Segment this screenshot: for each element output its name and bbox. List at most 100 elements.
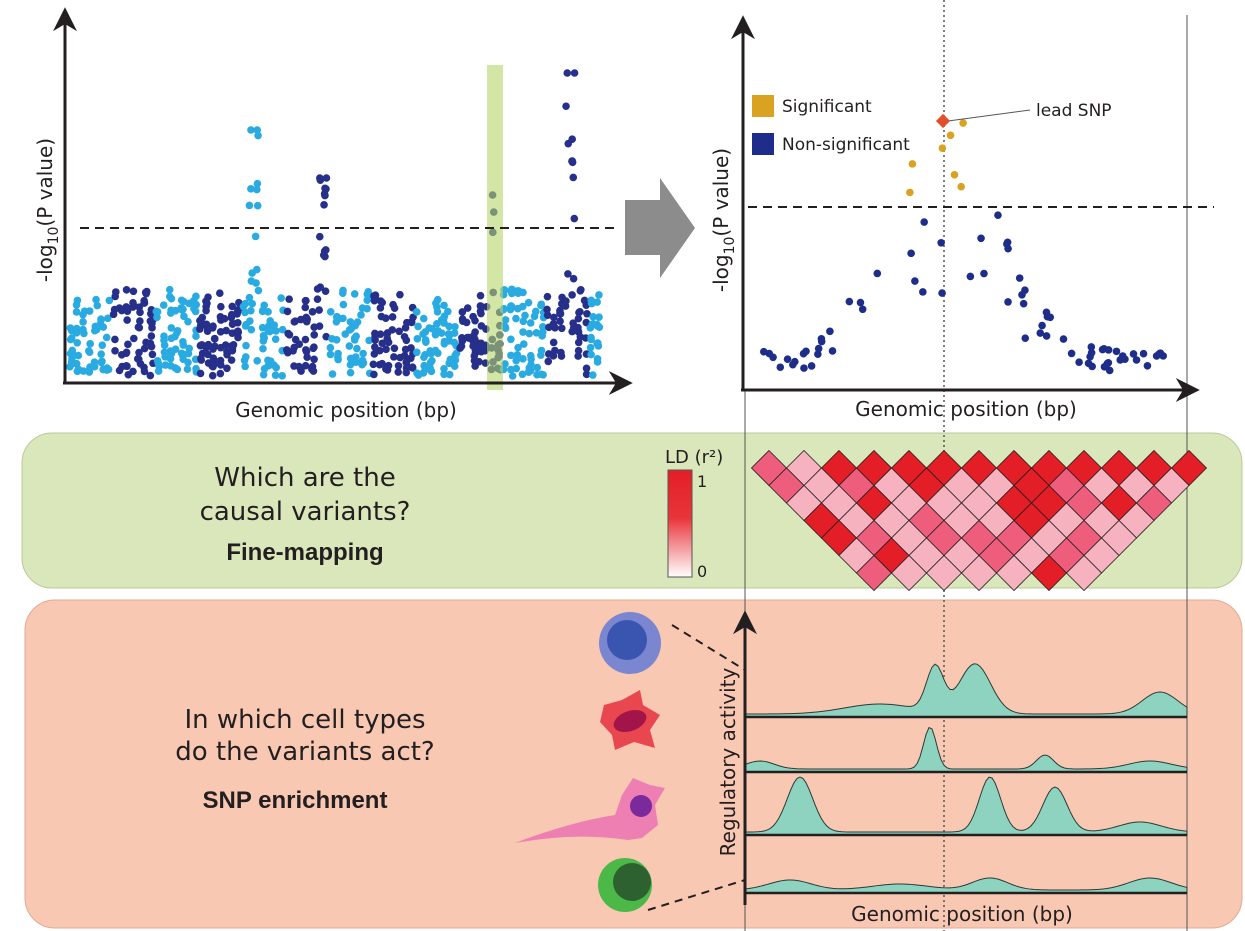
snp-dot bbox=[519, 340, 528, 348]
snp-dot bbox=[123, 362, 131, 371]
snp-dot bbox=[220, 314, 229, 323]
snp-dot bbox=[569, 274, 578, 283]
snp-dot bbox=[160, 341, 169, 350]
snp-dot bbox=[303, 353, 311, 361]
snp-dot bbox=[776, 363, 785, 372]
snp-dot bbox=[450, 362, 459, 371]
snp-dot bbox=[123, 316, 131, 324]
snp-dot bbox=[413, 348, 421, 357]
snp-dot bbox=[994, 211, 1002, 219]
snp-dot bbox=[301, 303, 310, 312]
ld-scale-max: 1 bbox=[697, 472, 707, 491]
snp-dot bbox=[587, 335, 595, 344]
snp-dot bbox=[251, 232, 260, 241]
snp-dot bbox=[313, 295, 322, 303]
snp-dot bbox=[245, 201, 254, 210]
snp-dot bbox=[326, 350, 335, 359]
snp-dot bbox=[140, 367, 149, 376]
snp-dot bbox=[320, 201, 328, 209]
snp-dot bbox=[79, 325, 87, 334]
snp-dot bbox=[802, 347, 810, 356]
snp-dot bbox=[938, 144, 947, 152]
snp-dot bbox=[134, 323, 143, 331]
snp-dot bbox=[1021, 334, 1030, 343]
snp-dot bbox=[295, 340, 304, 348]
ld-cell bbox=[1030, 554, 1068, 592]
snp-dot bbox=[421, 336, 430, 344]
snp-dot bbox=[147, 332, 156, 340]
snp-dot bbox=[525, 364, 534, 372]
snp-dot bbox=[444, 307, 452, 316]
snp-dot bbox=[247, 306, 255, 315]
snp-dot bbox=[346, 368, 355, 377]
snp-dot bbox=[111, 335, 119, 344]
question: Which are the bbox=[214, 463, 395, 493]
snp-dot bbox=[111, 347, 119, 355]
snp-dot bbox=[594, 339, 602, 347]
snp-dot bbox=[104, 314, 112, 323]
snp-dot bbox=[85, 368, 94, 376]
snp-dot bbox=[519, 288, 527, 297]
snp-dot bbox=[253, 201, 262, 210]
snp-dot bbox=[1036, 329, 1045, 337]
snp-dot bbox=[402, 336, 411, 345]
snp-dot bbox=[873, 269, 882, 278]
snp-dot bbox=[518, 370, 527, 379]
highlight-region bbox=[487, 65, 503, 390]
snp-dot bbox=[388, 313, 397, 321]
snp-dot bbox=[395, 327, 403, 336]
snp-dot bbox=[814, 344, 823, 353]
snp-dot bbox=[79, 367, 88, 375]
snp-dot bbox=[396, 290, 404, 299]
snp-dot bbox=[165, 285, 174, 294]
legend-label: Significant bbox=[782, 97, 872, 117]
snp-dot bbox=[445, 370, 454, 379]
snp-dot bbox=[365, 336, 373, 345]
snp-dot bbox=[519, 317, 528, 326]
snp-dot bbox=[595, 291, 603, 299]
snp-dot bbox=[525, 329, 534, 338]
question: do the variants act? bbox=[175, 737, 434, 767]
snp-dot bbox=[241, 353, 250, 361]
snp-dot bbox=[179, 337, 187, 346]
regulatory-tracks bbox=[745, 663, 1188, 895]
snp-dot bbox=[507, 335, 515, 344]
snp-dot bbox=[800, 364, 808, 372]
snp-dot bbox=[285, 295, 293, 303]
ld-heatmap bbox=[750, 449, 1208, 592]
snp-dot bbox=[445, 322, 454, 331]
snp-dot bbox=[227, 356, 236, 364]
snp-dot bbox=[980, 269, 988, 278]
snp-dot bbox=[270, 321, 279, 329]
snp-dot bbox=[196, 369, 205, 378]
snp-dot bbox=[519, 355, 527, 363]
snp-dot bbox=[375, 346, 384, 355]
snp-dot bbox=[574, 338, 583, 347]
ld-cell bbox=[1065, 554, 1103, 592]
snp-dot bbox=[414, 322, 422, 331]
snp-dot bbox=[407, 318, 416, 327]
snp-dot bbox=[208, 371, 217, 380]
snp-dot bbox=[209, 345, 217, 353]
snp-dot bbox=[1046, 313, 1055, 322]
snp-dot bbox=[1139, 349, 1148, 358]
snp-dot bbox=[247, 185, 255, 193]
snp-dot bbox=[413, 335, 422, 343]
snp-dot bbox=[316, 283, 325, 292]
snp-dot bbox=[1086, 352, 1094, 361]
snp-dot bbox=[408, 363, 417, 371]
snp-dot bbox=[583, 309, 591, 318]
snp-dot bbox=[1004, 298, 1012, 306]
snp-dot bbox=[440, 370, 448, 379]
snp-dot bbox=[233, 330, 242, 339]
legend-swatch bbox=[752, 95, 774, 117]
snp-dot bbox=[228, 346, 237, 355]
snp-dot bbox=[957, 182, 965, 191]
snp-dot bbox=[911, 277, 919, 285]
snp-dot bbox=[394, 361, 403, 370]
snp-dot bbox=[526, 319, 535, 327]
snp-dot bbox=[814, 350, 822, 358]
snp-dot bbox=[202, 343, 211, 352]
snp-dot bbox=[338, 289, 347, 297]
snp-dot bbox=[177, 304, 186, 312]
